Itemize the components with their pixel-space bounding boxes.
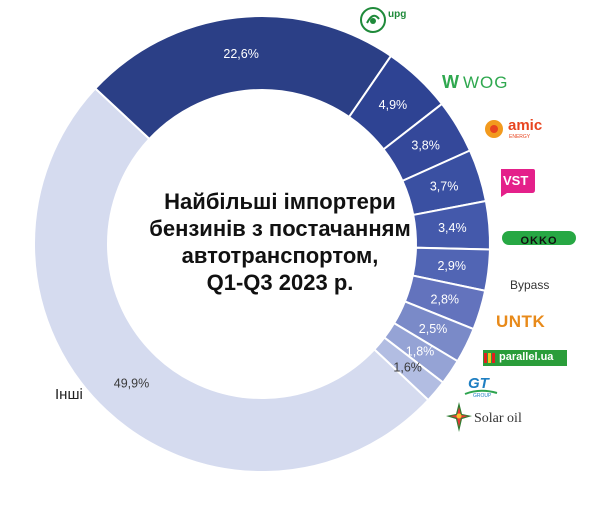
amic-text: amic xyxy=(508,117,543,134)
wog-icon: W xyxy=(442,72,459,92)
wog-logo: W WOG xyxy=(442,72,509,93)
slice-label-2: 3,8% xyxy=(411,138,440,152)
slice-labels-group: 22,6% 4,9% 3,8% 3,7% 3,4% 2,9% 2,8% 2,5% 1,8% 1,6… xyxy=(114,47,467,390)
gt-text: GT xyxy=(468,375,489,392)
vst-text: VST xyxy=(503,173,529,188)
wog-text: WOG xyxy=(463,73,509,92)
solar-oil-star-icon xyxy=(446,402,472,432)
upg-icon xyxy=(360,7,386,33)
gt-logo: GT GROUP xyxy=(464,374,498,400)
okko-text: OKKO xyxy=(520,235,558,247)
slice-label-3: 3,7% xyxy=(430,179,459,193)
slice-label-7: 2,5% xyxy=(419,322,448,336)
slice-label-5: 2,9% xyxy=(437,259,466,273)
slice-label-10: 49,9% xyxy=(114,376,149,390)
chart-title: Найбільші імпортери бензинів з постачанн… xyxy=(130,188,430,296)
solar-oil-text: Solar oil xyxy=(474,411,522,426)
bypass-label: Bypass xyxy=(510,278,550,292)
amic-subtext: ENERGY xyxy=(509,134,531,140)
gt-subtext: GROUP xyxy=(473,393,492,399)
parallel-icon xyxy=(484,353,495,363)
slice-upg xyxy=(93,15,393,141)
gt-swoosh-icon xyxy=(464,389,498,395)
amic-icon xyxy=(485,120,503,138)
chart-title-line-4: Q1-Q3 2023 р. xyxy=(206,270,354,295)
slice-label-4: 3,4% xyxy=(438,221,467,235)
upg-text: upg xyxy=(388,9,407,20)
chart-title-line-1: Найбільші імпортери xyxy=(164,189,396,214)
slice-label-9: 1,6% xyxy=(393,361,422,375)
parallel-logo: parallel.ua xyxy=(483,350,567,366)
parallel-text: parallel.ua xyxy=(499,351,554,363)
slice-label-1: 4,9% xyxy=(379,98,408,112)
upg-logo: upg xyxy=(358,5,428,37)
chart-title-line-2: бензинів з постачанням xyxy=(149,216,411,241)
solar-oil-logo: Solar oil xyxy=(444,400,534,436)
okko-logo: OKKO xyxy=(502,231,576,247)
slices-group xyxy=(33,15,491,473)
slice-label-6: 2,8% xyxy=(431,292,460,306)
amic-logo: amic ENERGY xyxy=(484,117,554,143)
slice-label-8: 1,8% xyxy=(406,344,435,358)
vst-logo: VST xyxy=(497,166,537,198)
untk-text: UNTK xyxy=(496,312,546,331)
vst-badge-icon xyxy=(501,169,535,197)
untk-logo: UNTK xyxy=(496,312,545,332)
slice-label-0: 22,6% xyxy=(223,47,258,61)
chart-title-line-3: автотранспортом, xyxy=(181,243,379,268)
slice-інші xyxy=(33,87,430,473)
legend-other: Інші xyxy=(55,386,83,403)
